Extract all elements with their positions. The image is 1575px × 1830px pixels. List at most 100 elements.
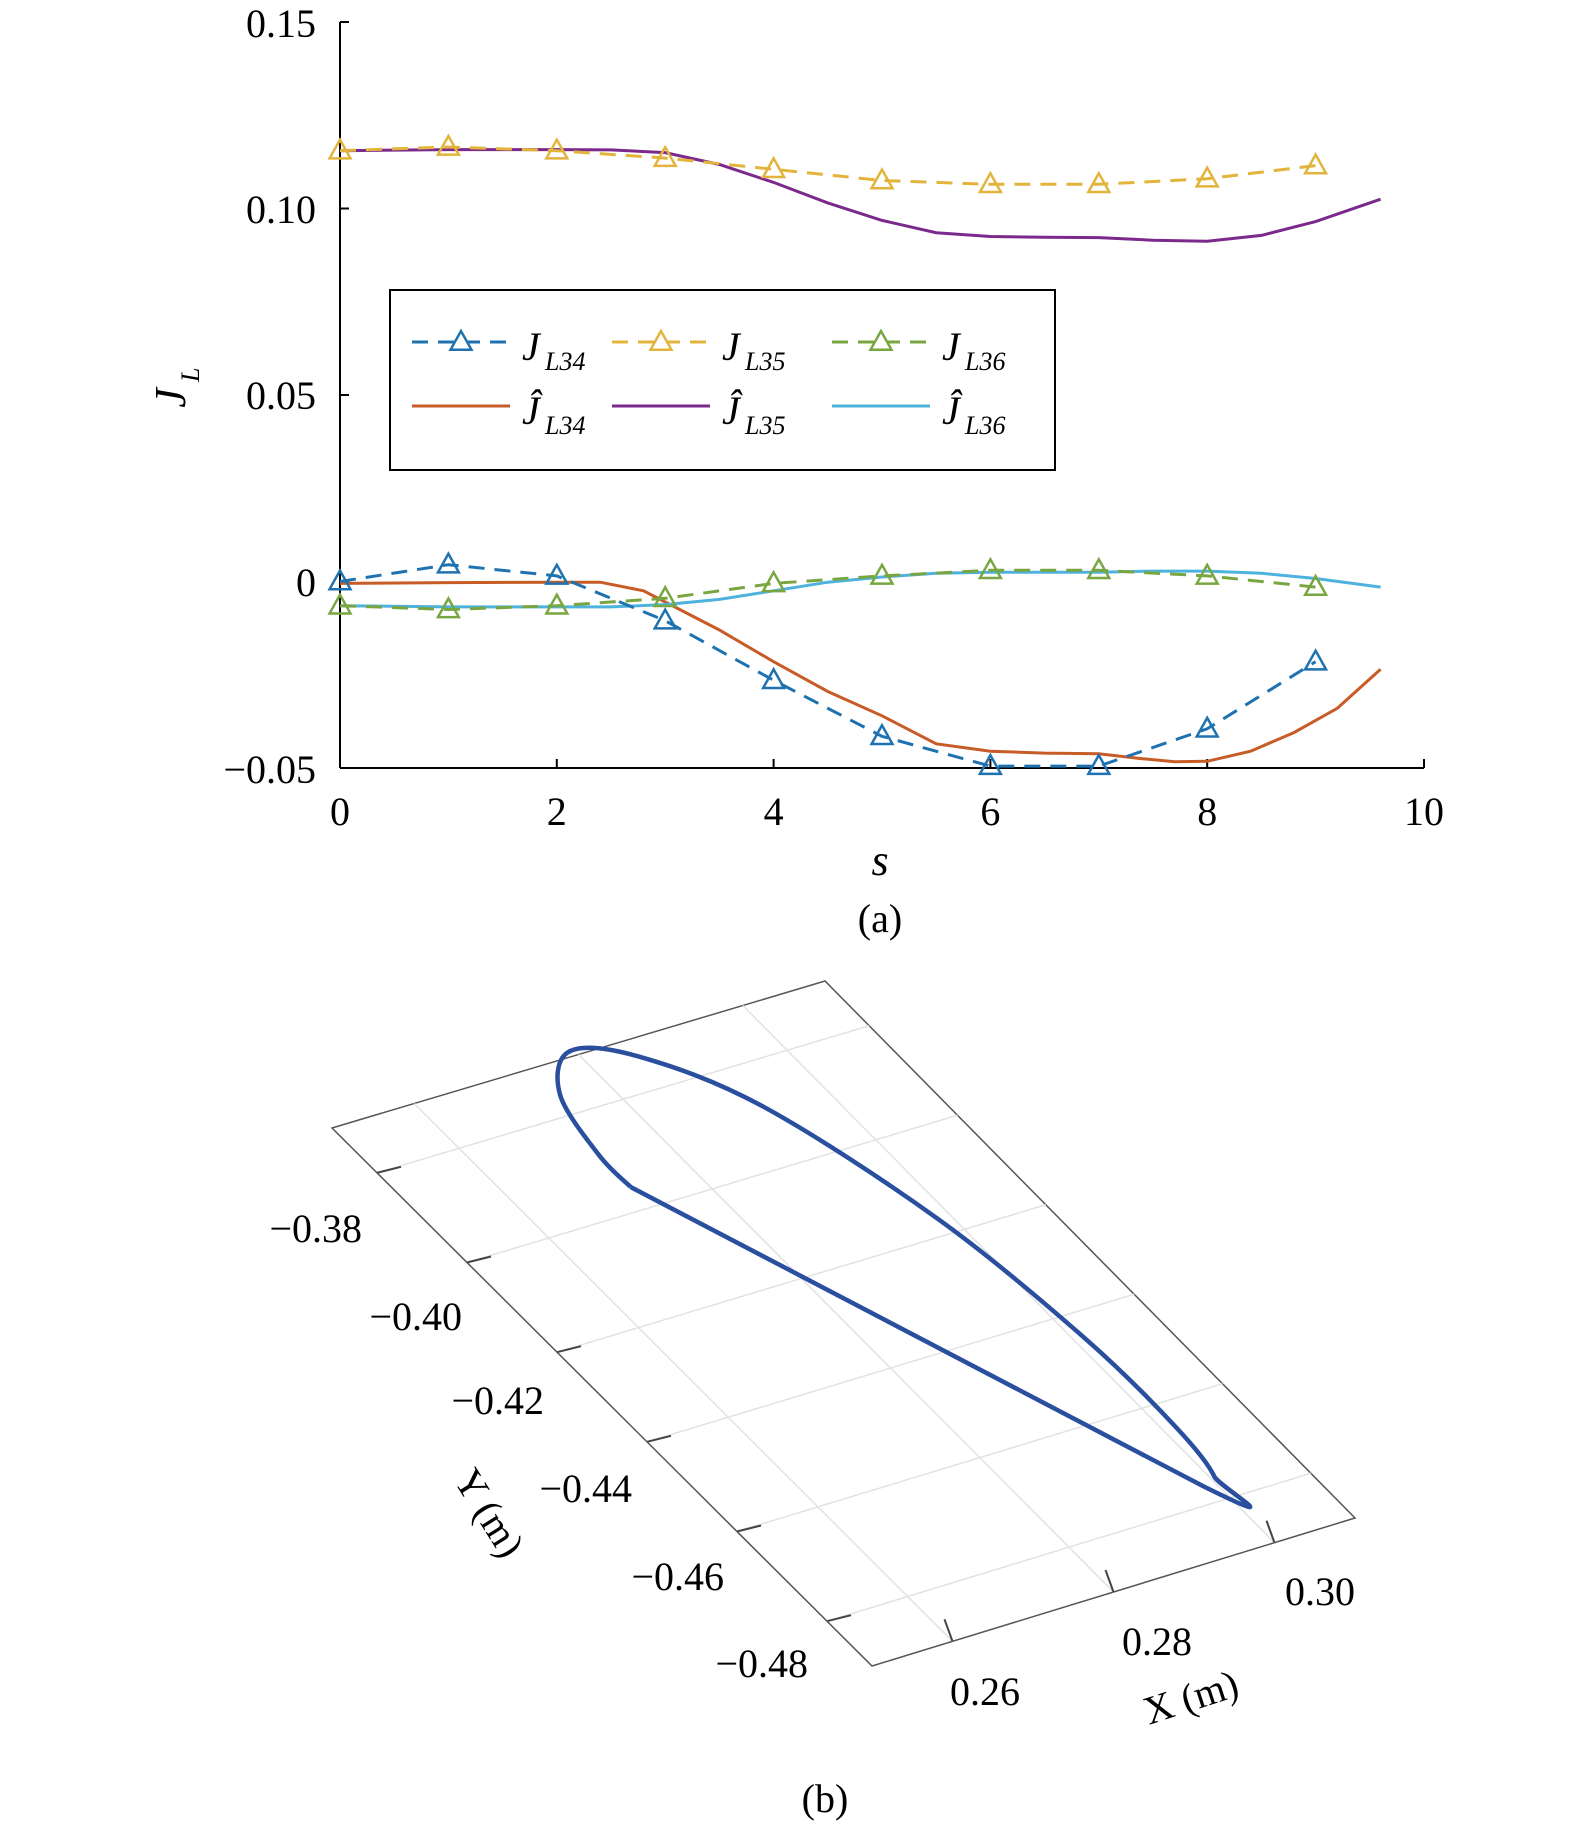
- panel-b-caption: (b): [802, 1776, 849, 1821]
- chart-b-y-tick-labels: −0.38 −0.40 −0.42 −0.44 −0.46 −0.48: [269, 1206, 808, 1686]
- data-point: [1086, 752, 1112, 776]
- data-point: [1194, 715, 1220, 738]
- x-tick-label: 2: [547, 789, 567, 834]
- y-tick-label: −0.48: [715, 1641, 808, 1686]
- data-point: [761, 569, 787, 593]
- legend-entry-JhatL34: Ĵ L34: [522, 388, 585, 440]
- series-line: [339, 580, 1382, 764]
- y-tick-label: 0.10: [246, 187, 316, 232]
- chart-b-ticks: [376, 1165, 1276, 1642]
- legend-label-subscript: L34: [544, 347, 585, 376]
- legend-label: Ĵ: [522, 388, 543, 433]
- legend-entry-JL36: J L36: [942, 324, 1005, 376]
- data-point: [544, 592, 570, 615]
- legend-marker: [868, 328, 894, 351]
- y-tick-label: 0: [296, 560, 316, 605]
- data-point: [435, 133, 461, 156]
- data-point: [869, 166, 895, 190]
- panel-a-caption: (a): [858, 896, 902, 941]
- y-tick-label: −0.40: [369, 1294, 462, 1339]
- legend-label: J: [522, 324, 542, 369]
- legend-samples: [412, 328, 930, 408]
- data-point: [761, 666, 787, 690]
- y-tick: [466, 1255, 492, 1264]
- chart-a-y-axis-label: J L: [146, 368, 205, 408]
- data-point: [435, 595, 461, 619]
- data-point: [652, 584, 678, 608]
- data-point: [1303, 152, 1329, 175]
- y-axis-label-subscript: L: [176, 368, 205, 383]
- chart-a-x-tick-labels: 0 2 4 6 8 10: [330, 789, 1444, 834]
- series-line: [339, 569, 1381, 609]
- y-tick-label: −0.05: [223, 747, 316, 792]
- chart-a-y-tick-labels: 0.15 0.10 0.05 0 −0.05: [223, 1, 316, 792]
- y-tick: [646, 1434, 672, 1443]
- series-line: [339, 563, 1317, 768]
- x-tick-label: 0.28: [1122, 1619, 1192, 1664]
- legend-box: [389, 289, 1056, 471]
- legend-label-subscript: L34: [544, 411, 585, 440]
- series-measured-L35: [327, 133, 1329, 194]
- legend-entry-JhatL36: Ĵ L36: [942, 388, 1005, 440]
- y-tick: [556, 1345, 582, 1354]
- data-point: [652, 144, 678, 168]
- legend-label-subscript: L36: [964, 411, 1005, 440]
- y-tick-label: 0.15: [246, 1, 316, 46]
- data-point: [327, 137, 353, 160]
- y-tick-label: −0.42: [451, 1378, 544, 1423]
- grid-line: [646, 1293, 1135, 1443]
- y-tick: [736, 1524, 762, 1533]
- data-point: [869, 722, 895, 746]
- x-tick-label: 0: [330, 789, 350, 834]
- data-point: [1303, 648, 1329, 671]
- data-point: [327, 567, 353, 591]
- data-point: [435, 551, 461, 574]
- legend-entry-JL34: J L34: [522, 324, 585, 376]
- legend-label: Ĵ: [942, 388, 963, 433]
- data-point: [761, 155, 787, 179]
- x-tick-label: 10: [1404, 789, 1444, 834]
- grid-line: [577, 1053, 1115, 1593]
- x-tick: [1104, 1569, 1115, 1593]
- data-point: [977, 752, 1003, 776]
- chart-b-x-axis-label: X (m): [1138, 1661, 1244, 1734]
- x-tick-label: 8: [1197, 789, 1217, 834]
- legend-marker: [648, 328, 674, 351]
- chart-a-x-axis-label: s: [871, 836, 888, 885]
- chart-a-legend: J L34 J L35 J L36 Ĵ L34 Ĵ L35 Ĵ L36: [389, 289, 1056, 471]
- data-point: [1086, 556, 1112, 580]
- y-tick-label: −0.44: [539, 1466, 632, 1511]
- data-point: [544, 562, 570, 585]
- legend-label-subscript: L35: [744, 411, 785, 440]
- legend-label: Ĵ: [722, 388, 743, 433]
- legend-label: J: [722, 324, 742, 369]
- grid-line: [466, 1114, 958, 1264]
- series-measured-L34: [327, 551, 1329, 776]
- series-line: [339, 148, 1382, 243]
- chart-b-y-axis-label: Y (m): [445, 1461, 534, 1566]
- x-tick-label: 4: [764, 789, 784, 834]
- series-line: [339, 568, 1316, 612]
- data-point: [977, 556, 1003, 580]
- data-point: [1303, 573, 1329, 597]
- data-point: [1194, 562, 1220, 585]
- legend-marker: [448, 328, 474, 351]
- x-tick-label: 0.26: [950, 1669, 1020, 1714]
- data-point: [869, 562, 895, 585]
- data-point: [977, 170, 1003, 194]
- chart-b: −0.38 −0.40 −0.42 −0.44 −0.46 −0.48 0.26…: [269, 980, 1357, 1821]
- y-tick-label: −0.46: [631, 1554, 724, 1599]
- data-point: [1194, 165, 1220, 188]
- y-tick-label: −0.38: [269, 1206, 362, 1251]
- chart-a-series: [327, 133, 1382, 776]
- chart-a: 0.15 0.10 0.05 0 −0.05 0 2 4 6 8 10 s J …: [146, 1, 1444, 941]
- data-point: [1086, 170, 1112, 194]
- grid-line: [736, 1383, 1223, 1533]
- y-axis-label-main: J: [146, 386, 195, 408]
- y-tick: [826, 1614, 852, 1623]
- x-tick: [1265, 1520, 1276, 1544]
- data-point: [327, 592, 353, 615]
- chart-b-x-tick-labels: 0.26 0.28 0.30: [950, 1569, 1355, 1714]
- x-tick-label: 0.30: [1285, 1569, 1355, 1614]
